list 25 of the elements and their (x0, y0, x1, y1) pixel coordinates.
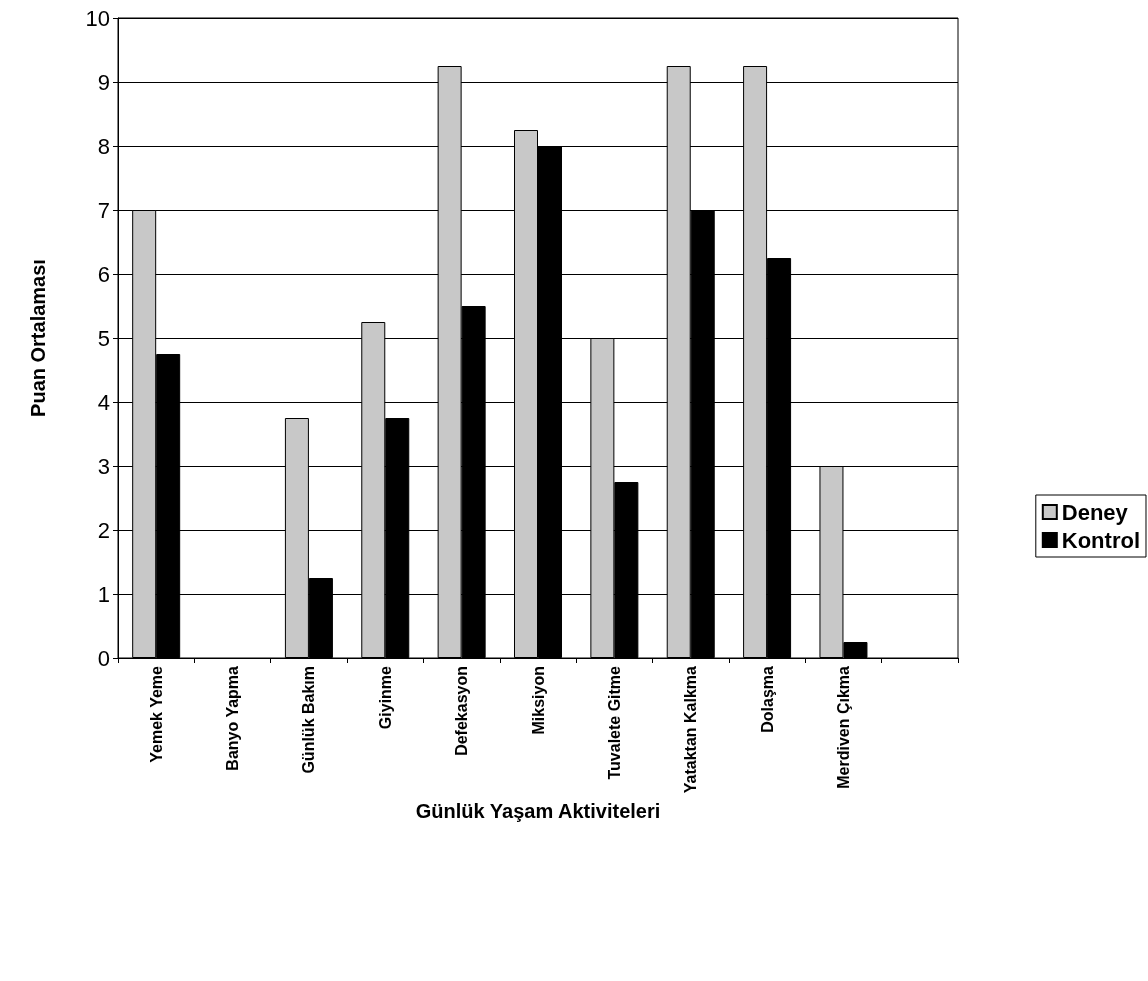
y-tick-label: 2 (97, 517, 110, 543)
x-axis-title: Günlük Yaşam Aktiviteleri (415, 800, 661, 823)
y-tick-label: 9 (97, 69, 110, 95)
x-tick-label: Merdiven Çıkma (834, 665, 852, 789)
y-tick-label: 4 (97, 389, 110, 415)
x-tick-label: Dolaşma (758, 665, 776, 733)
x-tick-label: Günlük Bakım (300, 666, 318, 774)
x-tick-label: Miksiyon (529, 666, 547, 735)
legend-label: Deney (1061, 499, 1129, 525)
y-tick-label: 8 (97, 133, 110, 159)
y-tick-label: 1 (97, 581, 110, 607)
x-tick-label: Tuvalete Gitme (605, 665, 623, 780)
y-tick-label: 3 (97, 453, 110, 479)
legend-label: Kontrol (1061, 527, 1140, 553)
x-tick-label: Yemek Yeme (147, 665, 165, 763)
y-axis-title: Puan Ortalaması (27, 259, 49, 417)
y-tick-label: 0 (97, 645, 110, 671)
y-tick-label: 5 (97, 325, 110, 351)
y-tick-label: 6 (97, 261, 110, 287)
y-tick-label: 10 (85, 5, 110, 31)
y-tick-label: 7 (97, 197, 110, 223)
x-tick-label: Banyo Yapma (224, 665, 242, 771)
x-tick-label: Defekasyon (453, 666, 471, 756)
x-tick-label: Giyinme (376, 665, 394, 730)
x-tick-label: Yataktan Kalkma (682, 665, 700, 794)
